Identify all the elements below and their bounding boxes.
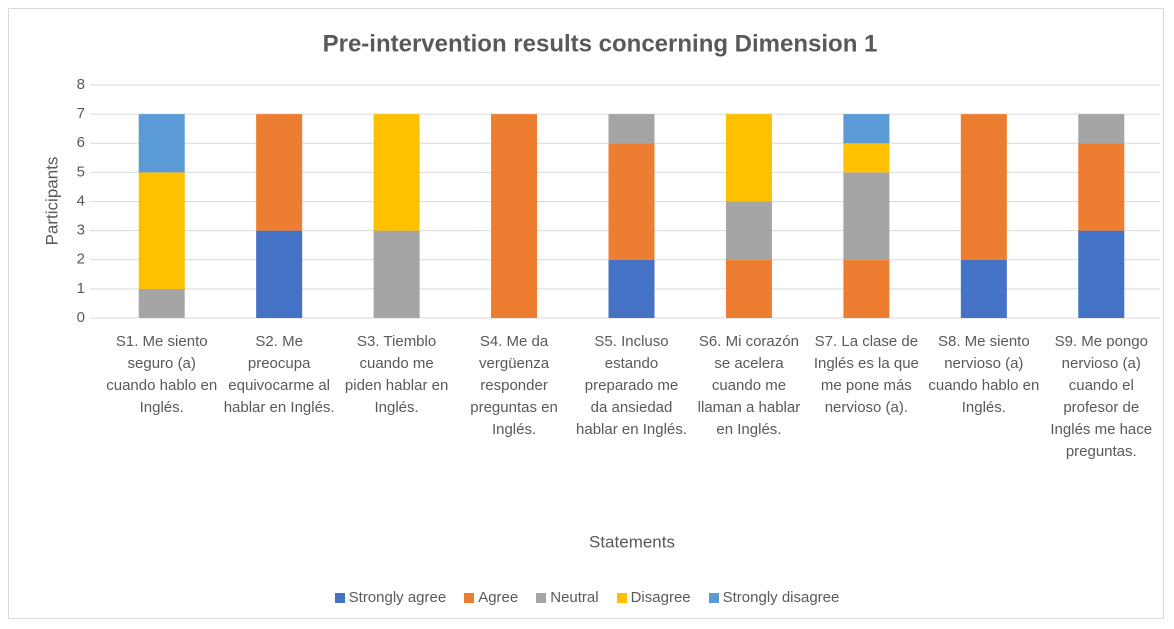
bar-segment bbox=[1078, 114, 1125, 144]
legend-label: Strongly agree bbox=[348, 589, 447, 606]
bar-segment bbox=[138, 288, 185, 318]
bar-segment bbox=[960, 259, 1007, 318]
bar-segment bbox=[608, 114, 655, 144]
x-tick-label: S4. Me da vergüenza responder preguntas … bbox=[470, 333, 558, 438]
legend-swatch bbox=[536, 592, 547, 603]
legend-label: Neutral bbox=[550, 589, 599, 606]
x-tick-label: S5. Incluso estando preparado me da ansi… bbox=[576, 333, 687, 438]
x-tick-label: S3. Tiemblo cuando me piden hablar en In… bbox=[344, 333, 449, 416]
bar-segment bbox=[256, 114, 303, 231]
bar-segment bbox=[725, 114, 772, 202]
legend-item: Agree bbox=[464, 589, 518, 606]
y-tick-label: 3 bbox=[77, 222, 85, 239]
x-tick-label: S1. Me siento seguro (a) cuando hablo en… bbox=[106, 333, 218, 416]
y-axis-title: Participants bbox=[42, 157, 61, 246]
bar-segment bbox=[491, 114, 538, 318]
y-tick-label: 6 bbox=[77, 134, 85, 151]
x-tick-label: S6. Mi corazón se acelera cuando me llam… bbox=[697, 333, 801, 438]
bar-segment bbox=[960, 114, 1007, 260]
legend-swatch bbox=[708, 592, 719, 603]
legend-label: Disagree bbox=[630, 589, 691, 606]
legend-item: Strongly disagree bbox=[708, 589, 840, 606]
legend-item: Neutral bbox=[536, 589, 599, 606]
bar-segment bbox=[608, 259, 655, 318]
bar-segment bbox=[373, 230, 420, 318]
legend-label: Agree bbox=[478, 589, 519, 606]
bar-segment bbox=[138, 172, 185, 289]
y-tick-label: 0 bbox=[77, 309, 85, 326]
bar-segment bbox=[843, 259, 890, 318]
bar-segment bbox=[725, 201, 772, 260]
bar-segment bbox=[725, 259, 772, 318]
bar-segment bbox=[1078, 230, 1125, 318]
y-tick-label: 8 bbox=[77, 76, 85, 93]
y-tick-label: 7 bbox=[77, 105, 85, 122]
bar-segment bbox=[373, 114, 420, 231]
x-tick-label: S2. Me preocupa equivocarme al hablar en… bbox=[223, 333, 335, 416]
x-tick-label: S9. Me pongo nervioso (a) cuando el prof… bbox=[1050, 333, 1153, 460]
bar-segment bbox=[256, 230, 303, 318]
bar-segment bbox=[843, 114, 890, 144]
chart-frame bbox=[8, 8, 1164, 619]
y-tick-label: 2 bbox=[77, 251, 85, 268]
legend-swatch bbox=[464, 592, 475, 603]
y-tick-label: 1 bbox=[77, 280, 85, 297]
bar-segment bbox=[843, 172, 890, 260]
bar-segment bbox=[843, 143, 890, 173]
x-tick-label: S7. La clase de Inglés es la que me pone… bbox=[813, 333, 919, 416]
x-axis-title: Statements bbox=[589, 532, 675, 551]
bar-segment bbox=[608, 143, 655, 260]
legend-label: Strongly disagree bbox=[722, 589, 840, 606]
legend-item: Strongly agree bbox=[334, 589, 447, 606]
legend-swatch bbox=[334, 592, 345, 603]
legend-swatch bbox=[616, 592, 627, 603]
bar-segment bbox=[138, 114, 185, 173]
bar-segment bbox=[1078, 143, 1125, 231]
y-tick-label: 5 bbox=[77, 163, 85, 180]
legend-item: Disagree bbox=[616, 589, 691, 606]
legend: Strongly agree Agree Neutral Disagree Strong… bbox=[0, 589, 1174, 606]
x-tick-label: S8. Me siento nervioso (a) cuando hablo … bbox=[928, 333, 1040, 416]
y-tick-label: 4 bbox=[77, 192, 85, 209]
chart-title: Pre-intervention results concerning Dime… bbox=[323, 30, 878, 57]
